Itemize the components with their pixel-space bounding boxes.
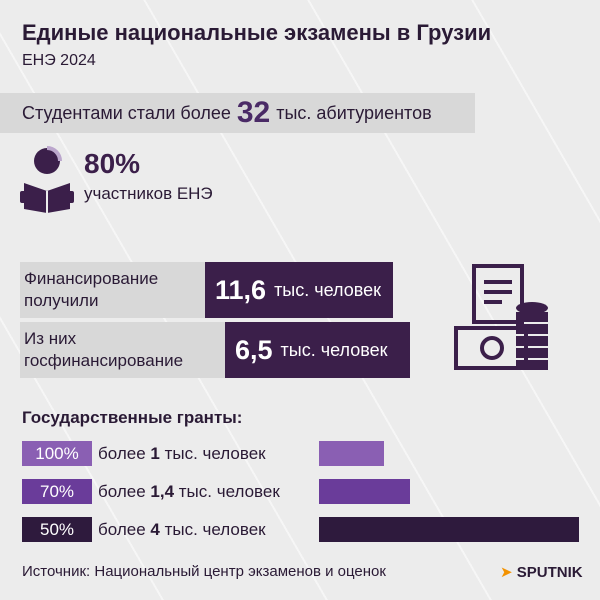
share-label: 50%: [22, 517, 92, 542]
participants-label: участников ЕНЭ: [84, 184, 213, 203]
students-number: 32: [236, 96, 271, 129]
money-illustration: [454, 264, 548, 370]
student-icon: [20, 146, 74, 213]
grant-unit: тыс. человек: [178, 482, 280, 501]
grant-text: более 1 тыс. человек: [98, 441, 266, 466]
share-label: 70%: [22, 479, 92, 504]
grant-unit: тыс. человек: [164, 444, 266, 463]
students-suffix: тыс. абитуриентов: [276, 102, 432, 123]
students-band: Студентами стали более 32 тыс. абитуриен…: [0, 93, 475, 133]
bar: [319, 479, 410, 504]
grant-text: более 4 тыс. человек: [98, 517, 266, 542]
share-label: 100%: [22, 441, 92, 466]
students-prefix: Студентами стали более: [22, 102, 231, 123]
grants-heading: Государственные гранты:: [22, 408, 243, 427]
funding-unit: тыс. человек: [280, 339, 388, 360]
grant-prefix: более: [98, 520, 146, 539]
brand-icon: ➤: [500, 564, 513, 581]
funding-box: 6,5 тыс. человек: [225, 322, 410, 378]
participants-percent: 80%: [84, 148, 141, 179]
funding-box: 11,6 тыс. человек: [205, 262, 393, 318]
grant-unit: тыс. человек: [164, 520, 266, 539]
grant-text: более 1,4 тыс. человек: [98, 479, 280, 504]
title: Единые национальные экзамены в Грузии: [22, 20, 492, 45]
subtitle: ЕНЭ 2024: [22, 52, 96, 69]
funding-number: 11,6: [215, 274, 267, 305]
bar: [319, 441, 384, 466]
funding-unit: тыс. человек: [274, 279, 381, 300]
brand-name: SPUTNIK: [516, 564, 583, 581]
grant-count: 1,4: [150, 482, 175, 501]
funding-number: 6,5: [235, 334, 273, 365]
grant-count: 4: [150, 520, 160, 539]
source: Источник: Национальный центр экзаменов и…: [22, 563, 386, 580]
funding-label: Из них госфинансирование: [20, 322, 230, 378]
grant-prefix: более: [98, 444, 146, 463]
brand: ➤ SPUTNIK: [500, 563, 583, 581]
grant-count: 1: [150, 444, 160, 463]
bar: [319, 517, 579, 542]
grant-prefix: более: [98, 482, 146, 501]
funding-label: Финансирование получили: [20, 262, 210, 318]
